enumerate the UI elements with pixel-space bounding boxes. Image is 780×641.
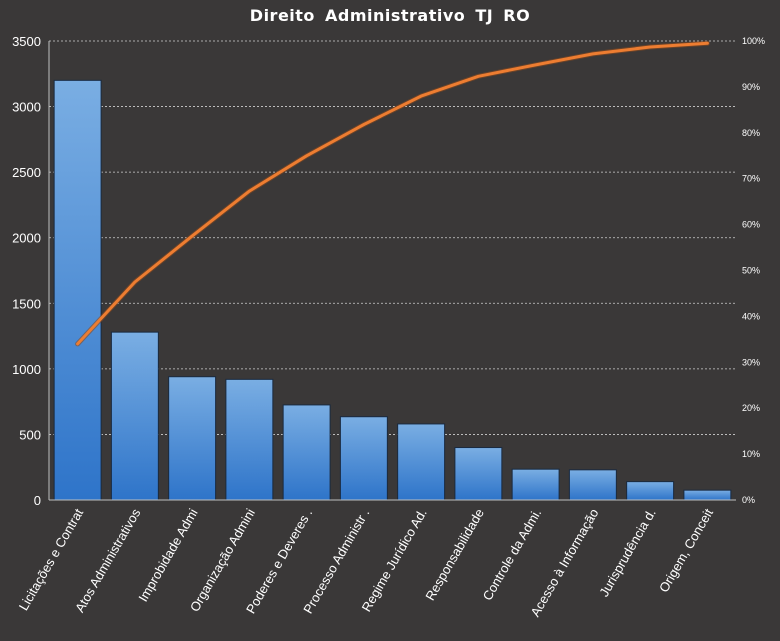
bar xyxy=(225,378,274,501)
x-tick-label: Organização Admini xyxy=(187,506,258,614)
bar xyxy=(511,468,560,501)
bar xyxy=(397,423,446,501)
y2-tick-label: 90% xyxy=(742,82,760,92)
x-tick-label: Origem, Conceit xyxy=(656,506,716,595)
y2-tick-label: 70% xyxy=(742,174,760,184)
cumulative-line-shadow xyxy=(75,40,710,347)
y-tick-label: 2000 xyxy=(12,231,41,246)
bars xyxy=(53,79,732,501)
grid-lines xyxy=(49,40,736,435)
y2-tick-label: 50% xyxy=(742,266,760,276)
x-tick-label: Responsabilidade xyxy=(422,506,487,603)
x-tick-label: Jurisprudência d. xyxy=(596,506,658,599)
bar xyxy=(339,416,388,501)
x-tick-label: Regime Jurídico Ad. xyxy=(359,506,430,614)
y2-tick-label: 20% xyxy=(742,403,760,413)
y2-tick-label: 60% xyxy=(742,220,760,230)
y2-tick-label: 80% xyxy=(742,128,760,138)
y-tick-label: 3000 xyxy=(12,100,41,115)
y-tick-label: 2500 xyxy=(12,165,41,180)
chart-title: Direito Administrativo TJ RO xyxy=(249,6,531,25)
y2-tick-label: 100% xyxy=(742,36,765,46)
y-tick-label: 3500 xyxy=(12,34,41,49)
y-tick-label: 0 xyxy=(34,493,41,508)
bar xyxy=(110,331,159,501)
bar xyxy=(568,469,617,501)
y2-tick-label: 40% xyxy=(742,311,760,321)
y2-tick-label: 30% xyxy=(742,357,760,367)
y2-tick-label: 0% xyxy=(742,495,755,505)
bar xyxy=(626,481,675,501)
bar xyxy=(168,376,217,501)
cumulative-line xyxy=(75,40,710,347)
y2-tick-label: 10% xyxy=(742,449,760,459)
x-tick-label: Improbidade Admi xyxy=(135,506,200,604)
bar xyxy=(282,404,331,501)
x-tick-label: Controle da Admi. xyxy=(480,506,545,603)
y-tick-label: 1500 xyxy=(12,296,41,311)
y-tick-label: 1000 xyxy=(12,362,41,377)
cumulative-percent-line xyxy=(76,41,709,346)
axes: 0 500 1000 1500 2000 2500 3000 3500 0% 10% 20% 30% 4… xyxy=(12,34,765,619)
x-tick-label: Atos Administrativos xyxy=(72,506,144,615)
bar xyxy=(683,489,732,501)
y-tick-label: 500 xyxy=(19,427,41,442)
x-tick-label: Licitações e Contrat xyxy=(16,506,87,613)
bar xyxy=(53,79,102,501)
bar xyxy=(454,447,503,501)
